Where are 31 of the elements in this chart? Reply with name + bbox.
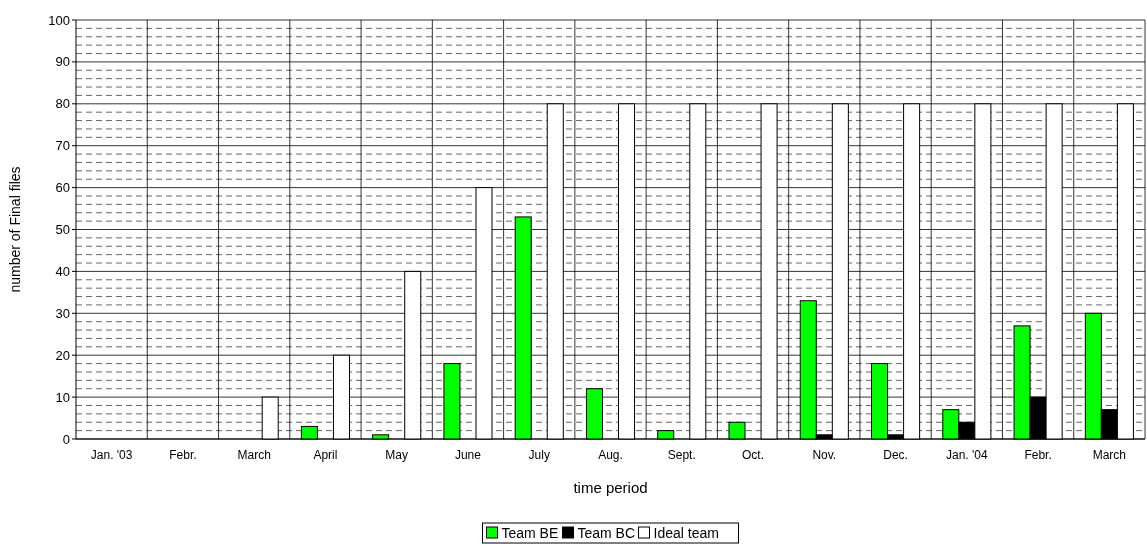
x-tick-label: Febr. xyxy=(1024,448,1052,462)
y-tick-label: 90 xyxy=(55,54,70,70)
y-tick-label: 10 xyxy=(55,389,70,405)
y-tick-label: 100 xyxy=(48,12,70,28)
x-tick-label: Aug. xyxy=(598,448,623,462)
x-tick-label: June xyxy=(454,448,482,462)
x-tick-label: May xyxy=(385,448,409,462)
x-tick-label: Oct. xyxy=(742,448,765,462)
y-tick-label: 70 xyxy=(55,138,70,154)
x-tick-label: Dec. xyxy=(883,448,908,462)
y-tick-label: 60 xyxy=(55,180,70,196)
x-tick-label: April xyxy=(313,448,338,462)
y-tick-label: 20 xyxy=(55,347,70,363)
y-tick-label: 50 xyxy=(55,222,70,238)
y-tick-label: 40 xyxy=(55,263,70,279)
x-tick-label: March xyxy=(1092,448,1127,462)
y-tick-label: 80 xyxy=(55,96,70,112)
x-tick-label: July xyxy=(528,448,550,462)
y-tick-label: 0 xyxy=(62,431,70,447)
y-tick-label: 30 xyxy=(55,305,70,321)
legend-label: Ideal team xyxy=(653,524,719,541)
x-tick-label: Sept. xyxy=(667,448,696,462)
y-axis-title: number of Final files xyxy=(7,166,23,293)
x-tick-label: Jan. '04 xyxy=(946,448,988,462)
legend-label: Team BC xyxy=(577,524,636,541)
x-tick-label: Jan. '03 xyxy=(90,448,133,462)
x-axis-title: time period xyxy=(573,479,648,496)
x-tick-label: Nov. xyxy=(812,448,837,462)
legend-label: Team BE xyxy=(501,524,559,541)
x-tick-label: March xyxy=(237,448,271,462)
x-tick-label: Febr. xyxy=(169,448,197,462)
